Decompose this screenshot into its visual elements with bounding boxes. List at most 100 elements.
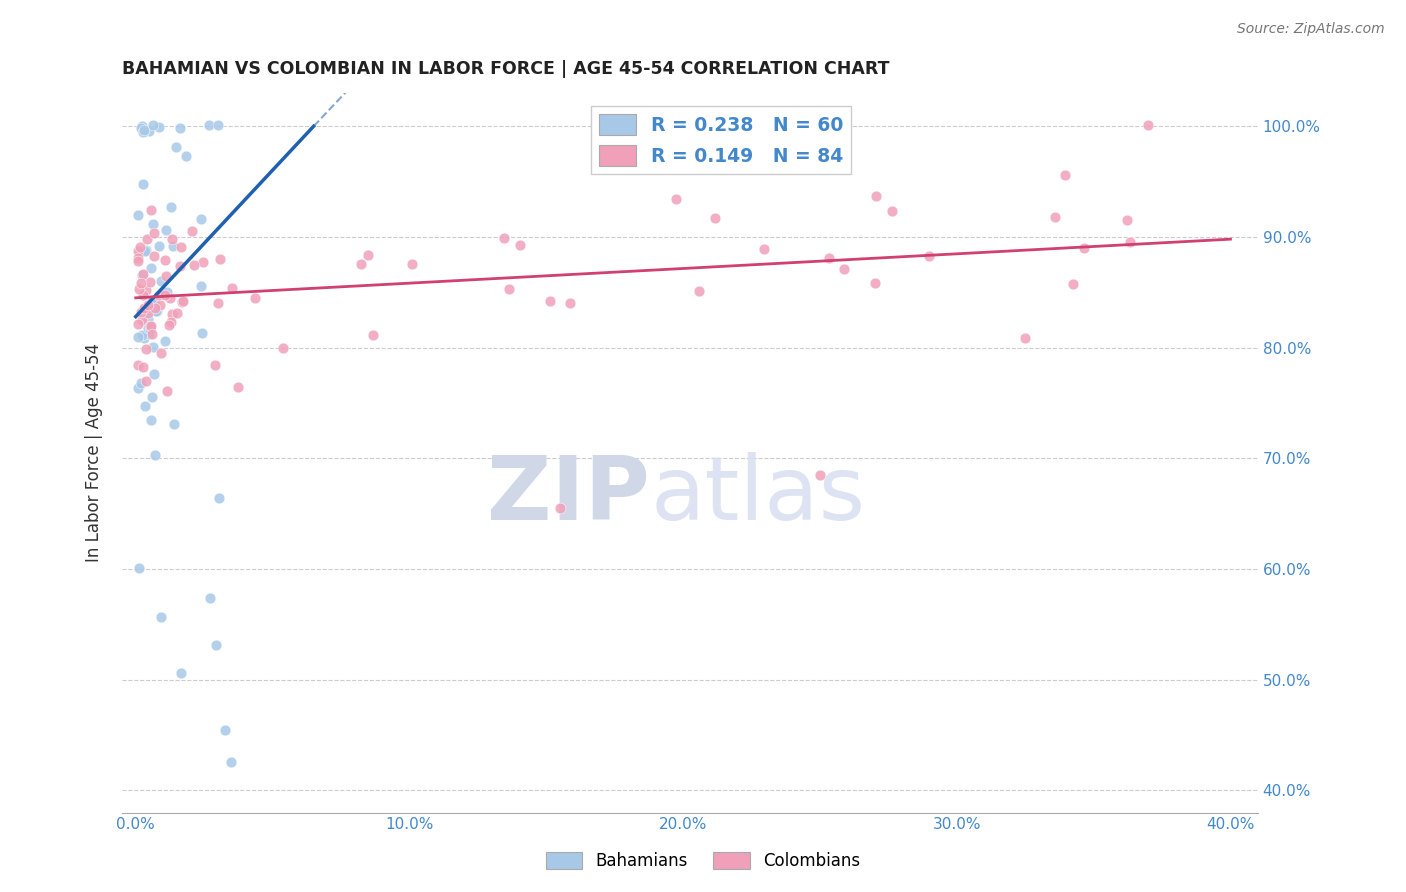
Point [127, 244, 149, 258]
Point [135, 283, 157, 297]
Point [865, 189, 887, 203]
Point [127, 358, 149, 372]
Point [148, 120, 170, 135]
Point [132, 267, 155, 281]
Point [190, 326, 212, 341]
Point [146, 304, 169, 318]
Point [219, 755, 242, 769]
Point [135, 374, 157, 388]
Point [143, 367, 166, 381]
Point [169, 240, 191, 254]
Point [1062, 277, 1084, 291]
Point [165, 140, 187, 154]
Point [138, 301, 160, 315]
Point [134, 331, 156, 345]
Point [162, 232, 184, 246]
Point [169, 259, 191, 273]
Point [141, 326, 163, 341]
Point [127, 254, 149, 268]
Point [169, 120, 191, 135]
Point [139, 322, 162, 336]
Point [136, 306, 159, 320]
Point [141, 293, 163, 307]
Point [131, 120, 153, 134]
Point [204, 638, 226, 652]
Point [149, 346, 172, 360]
Point [143, 448, 166, 462]
Point [401, 257, 423, 271]
Point [665, 193, 688, 207]
Point [155, 253, 177, 268]
Point [166, 306, 188, 320]
Point [153, 334, 176, 349]
Point [127, 330, 149, 344]
Point [149, 298, 172, 312]
Point [141, 319, 163, 334]
Point [142, 217, 165, 231]
Point [361, 327, 384, 342]
Point [132, 288, 155, 302]
Point [143, 297, 166, 311]
Point [149, 610, 172, 624]
Point [156, 285, 179, 299]
Point [128, 282, 150, 296]
Point [134, 301, 156, 316]
Point [198, 118, 221, 132]
Point [162, 239, 184, 253]
Point [204, 359, 226, 373]
Point [134, 399, 156, 413]
Point [148, 288, 170, 302]
Point [917, 249, 939, 263]
Point [1137, 118, 1160, 132]
Point [190, 211, 212, 226]
Point [135, 342, 157, 356]
Point [1116, 212, 1139, 227]
Legend: Bahamians, Colombians: Bahamians, Colombians [538, 845, 868, 877]
Point [155, 288, 177, 302]
Point [357, 248, 380, 262]
Point [817, 251, 839, 265]
Text: Source: ZipAtlas.com: Source: ZipAtlas.com [1237, 22, 1385, 37]
Legend: R = 0.238   N = 60, R = 0.149   N = 84: R = 0.238 N = 60, R = 0.149 N = 84 [592, 106, 851, 174]
Point [157, 318, 180, 333]
Point [170, 665, 193, 680]
Point [139, 203, 162, 218]
Point [162, 307, 184, 321]
Point [208, 252, 231, 267]
Point [127, 381, 149, 395]
Point [136, 298, 159, 312]
Point [138, 124, 160, 138]
Point [863, 277, 886, 291]
Point [139, 275, 162, 289]
Y-axis label: In Labor Force | Age 45-54: In Labor Force | Age 45-54 [86, 343, 103, 562]
Point [221, 281, 243, 295]
Point [148, 239, 170, 253]
Point [509, 238, 531, 252]
Text: ZIP: ZIP [488, 452, 650, 540]
Point [142, 250, 165, 264]
Point [688, 284, 710, 298]
Point [193, 255, 215, 269]
Point [159, 292, 181, 306]
Point [226, 380, 249, 394]
Point [131, 312, 153, 326]
Point [145, 304, 167, 318]
Point [134, 244, 156, 258]
Point [190, 279, 212, 293]
Point [494, 230, 516, 244]
Point [138, 312, 160, 326]
Point [136, 303, 159, 318]
Point [131, 305, 153, 319]
Point [139, 318, 162, 333]
Point [145, 301, 167, 315]
Point [131, 124, 153, 138]
Point [142, 340, 165, 354]
Point [128, 244, 150, 259]
Point [214, 723, 236, 737]
Point [128, 560, 150, 574]
Point [180, 224, 202, 238]
Point [142, 118, 165, 132]
Point [129, 240, 152, 254]
Point [139, 261, 162, 276]
Point [132, 177, 155, 191]
